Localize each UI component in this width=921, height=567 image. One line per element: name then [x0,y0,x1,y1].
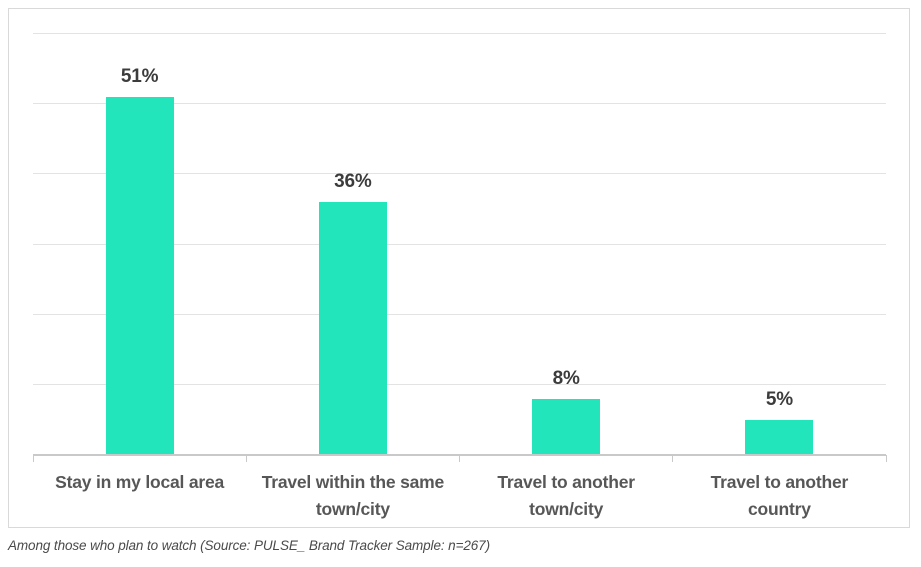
category-label: Travel to another town/city [497,472,635,519]
axis-tick [672,455,674,462]
bar-column: 5% [673,34,886,455]
bar-column: 8% [460,34,673,455]
category-label: Stay in my local area [55,472,225,492]
gridline [33,173,886,175]
chart-source-caption: Among those who plan to watch (Source: P… [8,538,490,553]
axis-tick [245,455,247,462]
bar [105,97,174,455]
bar-column: 51% [33,34,246,455]
category-axis-labels: Stay in my local area Travel within the s… [33,469,886,523]
gridline [33,103,886,105]
plot-area: 51% 36% 8% 5% [32,33,887,462]
bar-chart: 51% 36% 8% 5% Stay in my local area Travel w… [8,8,910,528]
gridline [33,383,886,385]
bar-column: 36% [246,34,459,455]
axis-tick [885,455,887,462]
axis-tick [459,455,460,462]
bar [532,398,601,455]
axis-tick [32,455,34,462]
gridline [33,33,886,34]
gridline [33,313,886,315]
category-label: Travel to another country [710,472,849,519]
bar-value-label: 5% [765,388,793,410]
bar [745,419,814,455]
category-label: Travel within the same town/city [261,472,445,519]
bar [318,202,387,455]
bar-value-label: 36% [334,171,372,193]
bar-value-label: 51% [120,66,159,88]
gridline [33,243,886,245]
bar-value-label: 8% [552,367,580,389]
